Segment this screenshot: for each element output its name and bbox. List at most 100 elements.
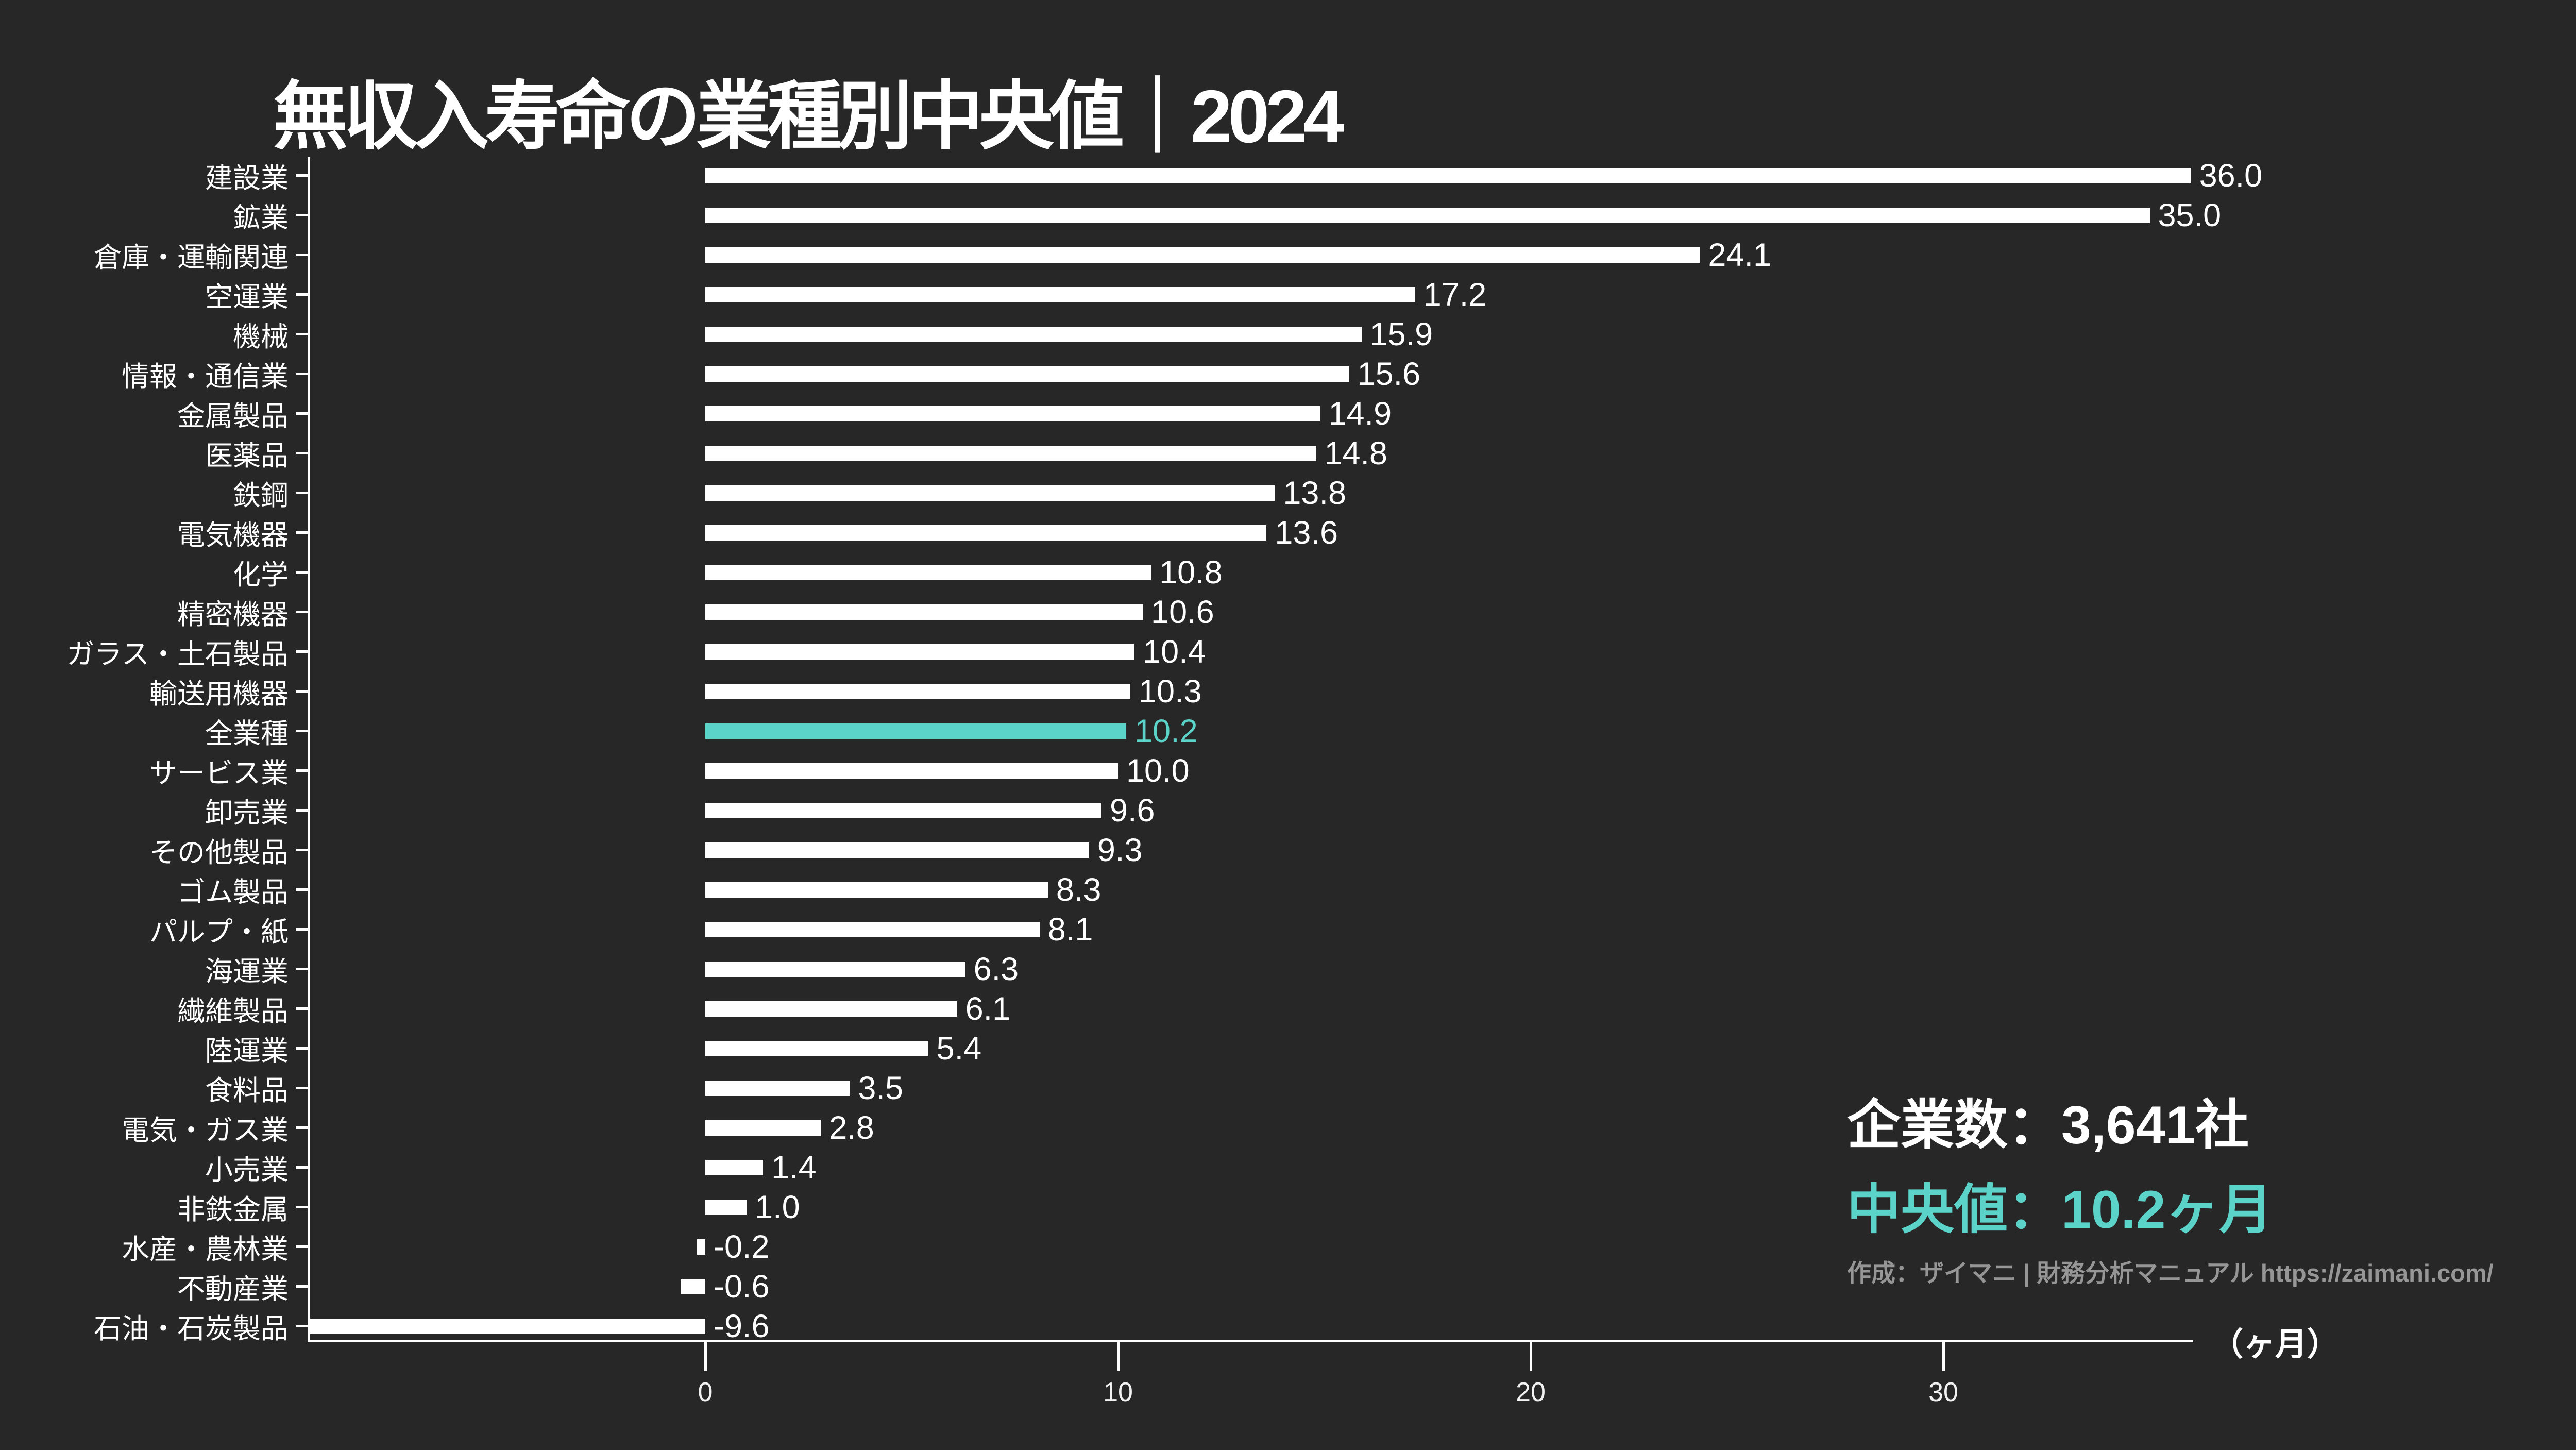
x-axis-tick: [1116, 1342, 1120, 1371]
y-axis-line: [308, 157, 310, 1342]
category-label: 化学: [233, 560, 289, 591]
category-label: 水産・農林業: [122, 1234, 289, 1265]
category-label: 食料品: [205, 1075, 289, 1106]
y-axis-tick: [296, 730, 310, 732]
category-label: 不動産業: [177, 1274, 289, 1305]
category-label: 電気・ガス業: [122, 1115, 289, 1146]
category-label: 精密機器: [177, 599, 289, 630]
category-label: 海運業: [205, 956, 289, 987]
bar-value-label: 14.8: [1324, 435, 1388, 471]
category-label: 輸送用機器: [149, 679, 289, 710]
category-label: 建設業: [205, 163, 289, 194]
bar: [705, 842, 1089, 858]
category-label: 電気機器: [177, 520, 289, 551]
category-label: 石油・石炭製品: [94, 1313, 289, 1344]
bar: [705, 326, 1362, 342]
bar: [705, 525, 1267, 541]
bar-value-label: 14.9: [1328, 395, 1392, 432]
category-label: ガラス・土石製品: [66, 639, 289, 670]
stat-median-value: 中央値：10.2ヶ月: [1847, 1180, 2273, 1240]
y-axis-tick: [296, 690, 310, 693]
y-axis-tick: [296, 492, 310, 494]
bar-highlighted: [705, 723, 1127, 739]
page-title: 無収入寿命の業種別中央値｜2024: [273, 75, 1345, 158]
bar-value-label: 13.6: [1275, 514, 1338, 551]
bar: [705, 683, 1131, 699]
bar-value-label: -0.6: [714, 1268, 770, 1305]
y-axis-tick: [296, 571, 310, 574]
category-label: 非鉄金属: [177, 1194, 289, 1225]
bar-value-label: -0.2: [714, 1228, 770, 1265]
stat-companies-count: 企業数：3,641社: [1847, 1095, 2249, 1155]
y-axis-tick: [296, 968, 310, 970]
bar: [309, 1318, 705, 1334]
y-axis-tick: [296, 1245, 310, 1248]
bar: [705, 1040, 928, 1056]
y-axis-tick: [296, 1126, 310, 1129]
bar-value-label: 10.4: [1143, 633, 1206, 670]
bar: [705, 247, 1700, 263]
bar: [680, 1278, 705, 1294]
bar-value-label: 24.1: [1708, 237, 1772, 273]
bar: [705, 564, 1151, 580]
category-label: 全業種: [205, 718, 289, 749]
y-axis-tick: [296, 888, 310, 891]
y-axis-tick: [296, 293, 310, 296]
category-label: その他製品: [149, 837, 289, 868]
y-axis-tick: [296, 1166, 310, 1169]
bar: [705, 802, 1101, 818]
bar-value-label: 6.3: [973, 951, 1019, 987]
category-label: 空運業: [205, 282, 289, 313]
category-label: 情報・通信業: [122, 361, 289, 392]
bar: [705, 485, 1275, 501]
x-axis-tick-label: 10: [1103, 1377, 1133, 1407]
category-label: ゴム製品: [177, 877, 289, 908]
y-axis-tick: [296, 1285, 310, 1288]
y-axis-tick: [296, 611, 310, 613]
bar-value-label: 13.8: [1283, 475, 1346, 511]
bar-value-label: 9.3: [1097, 832, 1143, 868]
bar-value-label: 10.3: [1139, 673, 1202, 710]
bar: [705, 1159, 764, 1175]
bar: [705, 882, 1048, 898]
x-axis-line: [308, 1340, 2193, 1342]
bar-value-label: 15.6: [1357, 356, 1421, 392]
y-axis-tick: [296, 849, 310, 851]
y-axis-tick: [296, 531, 310, 534]
bar-value-label: 10.0: [1126, 752, 1190, 789]
category-label: 鉄鋼: [233, 480, 289, 511]
x-axis-tick: [1942, 1342, 1945, 1371]
bar: [705, 207, 2150, 223]
bar: [705, 1001, 957, 1017]
bar: [705, 763, 1118, 779]
bar: [705, 167, 2191, 183]
bar-value-label: 1.4: [771, 1149, 817, 1186]
y-axis-tick: [296, 214, 310, 216]
y-axis-tick: [296, 333, 310, 335]
bar-value-label: 36.0: [2199, 157, 2263, 194]
bar-value-label: 9.6: [1109, 792, 1155, 829]
bar: [697, 1239, 705, 1255]
y-axis-tick: [296, 452, 310, 454]
y-axis-tick: [296, 1325, 310, 1327]
y-axis-tick: [296, 769, 310, 772]
y-axis-tick: [296, 254, 310, 256]
bar-value-label: 2.8: [829, 1109, 874, 1146]
category-label: 機械: [233, 322, 289, 352]
bar-value-label: 8.3: [1056, 871, 1101, 908]
bar-value-label: 15.9: [1369, 316, 1433, 352]
y-axis-tick: [296, 412, 310, 415]
bar: [705, 286, 1415, 302]
x-axis-tick: [704, 1342, 707, 1371]
y-axis-tick: [296, 809, 310, 812]
bar-value-label: 8.1: [1047, 911, 1093, 948]
y-axis-tick: [296, 1007, 310, 1010]
y-axis-tick: [296, 1206, 310, 1208]
bar: [705, 445, 1316, 461]
y-axis-tick: [296, 928, 310, 931]
bar: [705, 1120, 821, 1136]
category-label: 倉庫・運輸関連: [94, 242, 289, 273]
y-axis-tick: [296, 1047, 310, 1050]
x-axis-tick-label: 20: [1516, 1377, 1546, 1407]
